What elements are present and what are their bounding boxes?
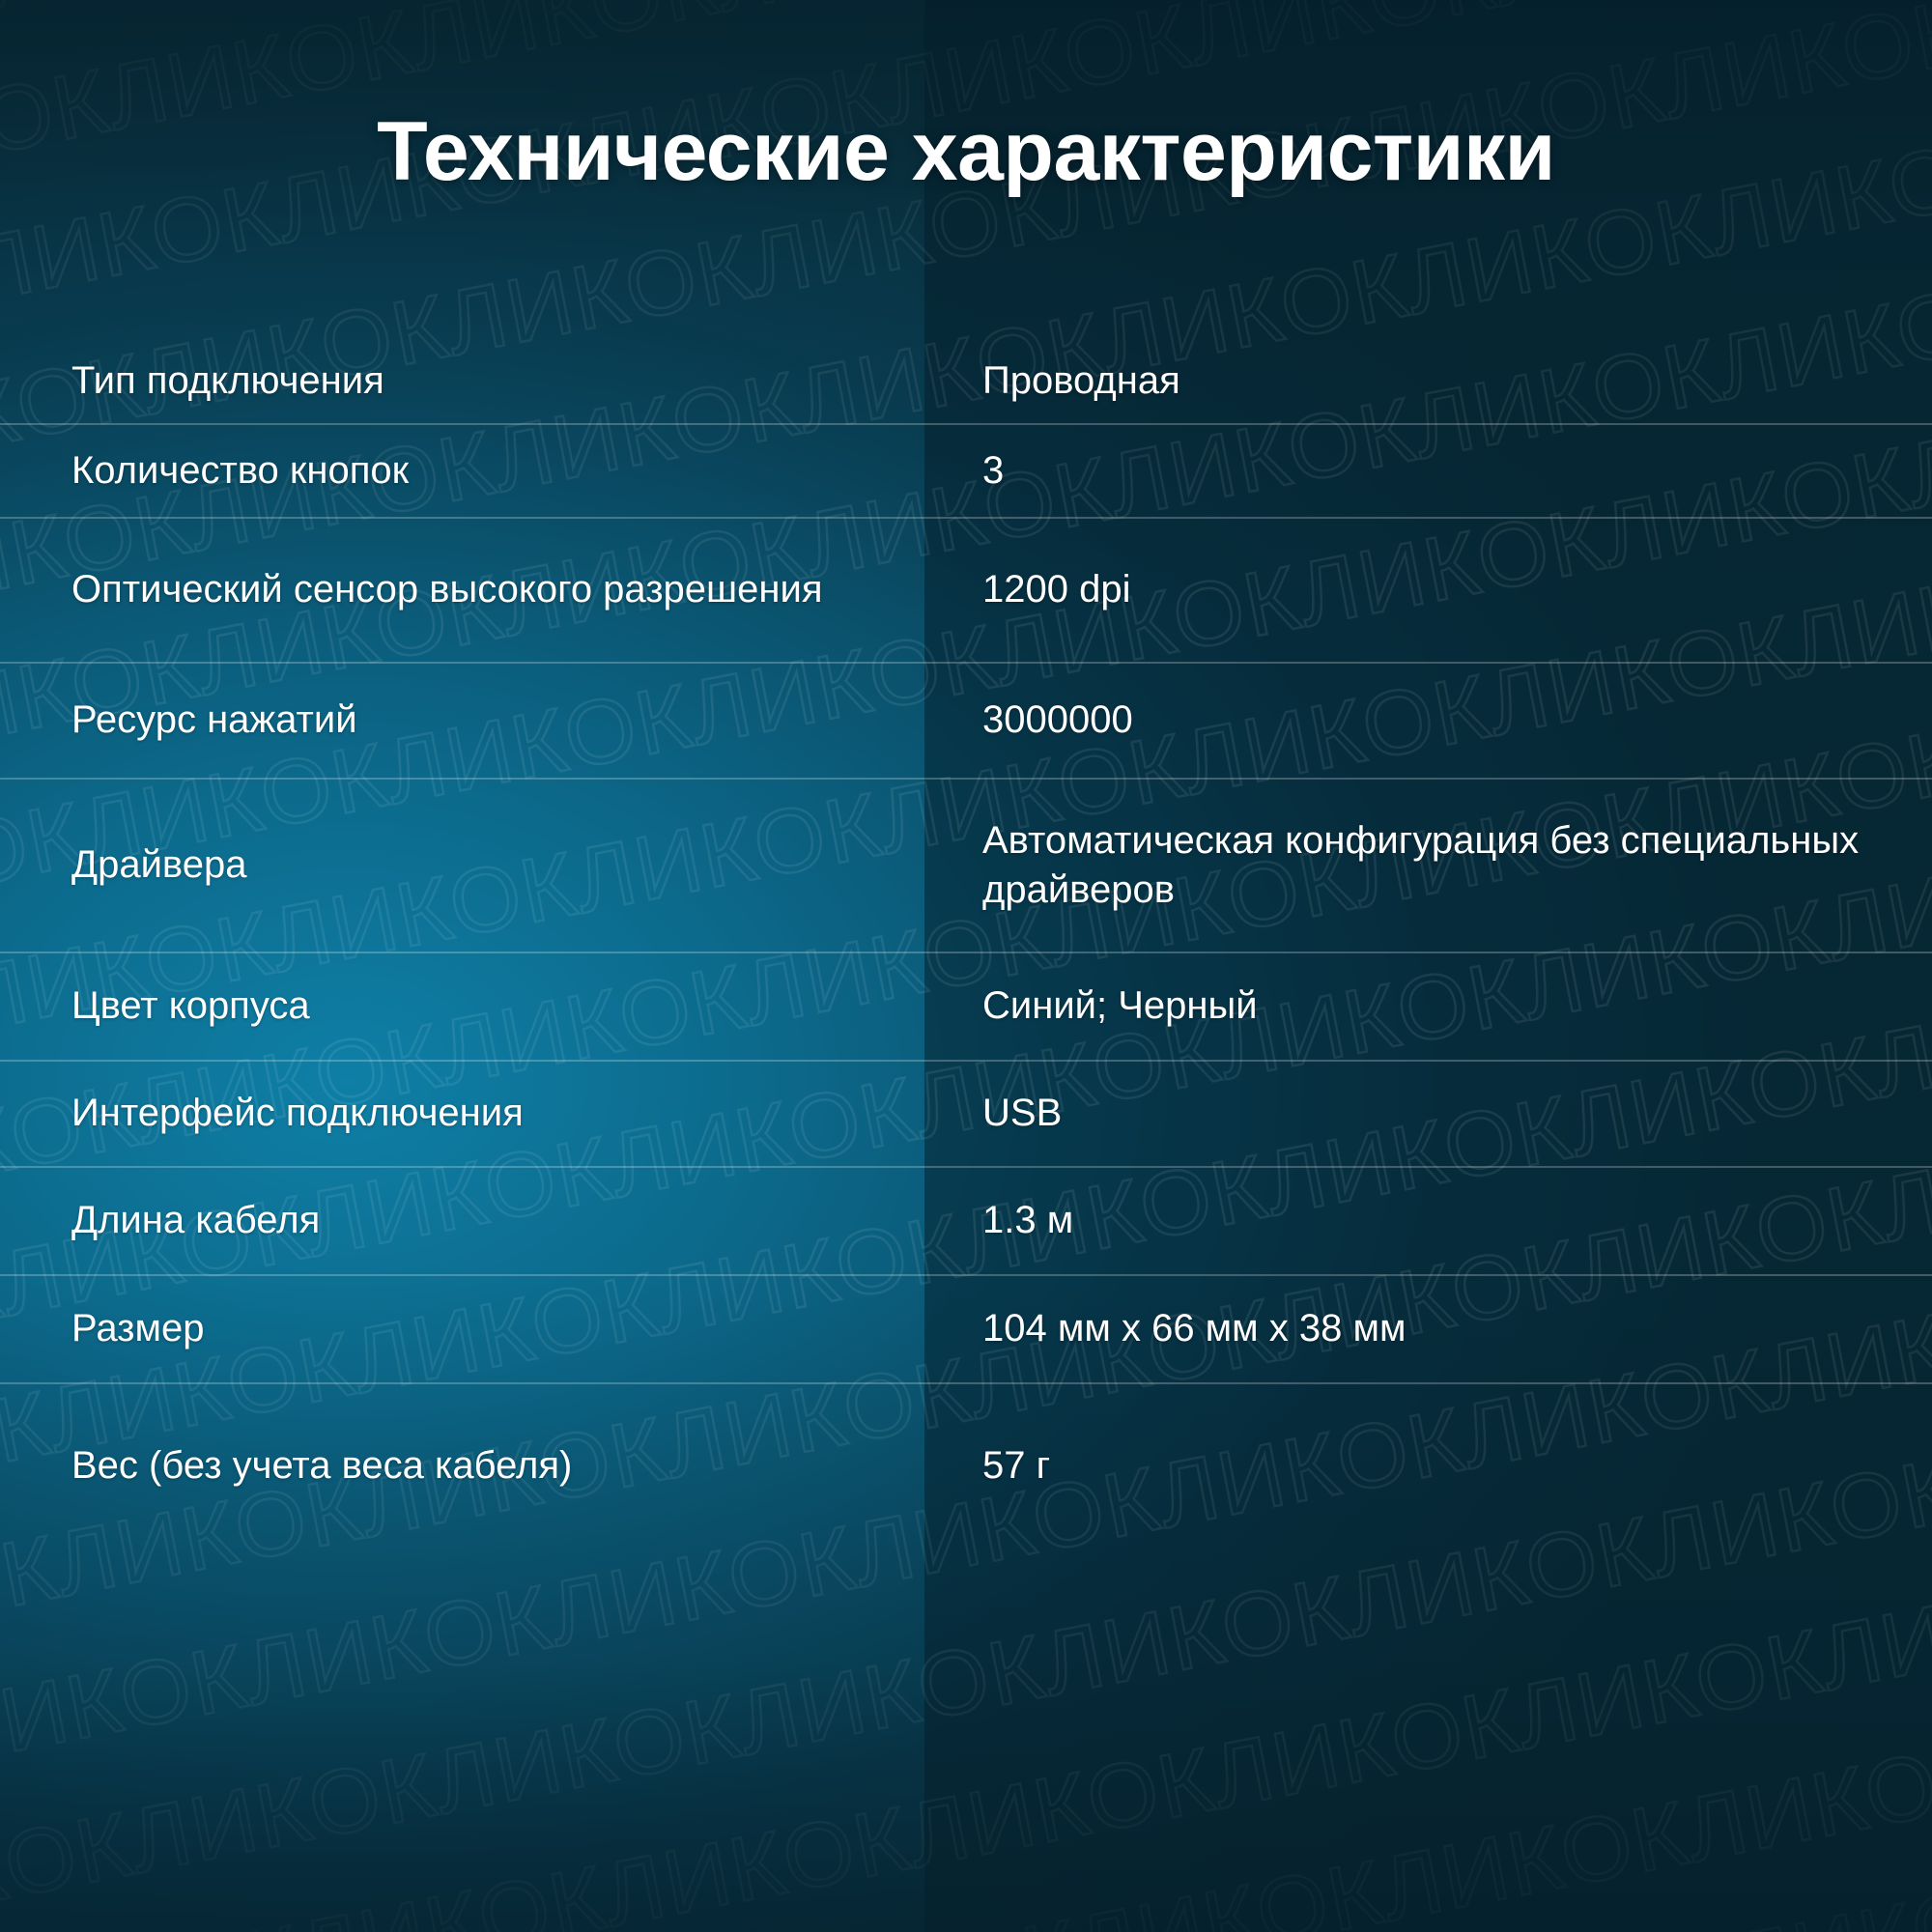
- spec-label: Цвет корпуса: [71, 984, 310, 1028]
- spec-label: Размер: [71, 1307, 205, 1350]
- table-row: Вес (без учета веса кабеля) 57 г: [0, 1382, 1932, 1548]
- table-row: Драйвера Автоматическая конфигурация без…: [0, 778, 1932, 952]
- spec-value: USB: [982, 1092, 1063, 1135]
- table-row: Оптический сенсор высокого разрешения 12…: [0, 517, 1932, 662]
- table-row: Тип подключения Проводная: [0, 340, 1932, 423]
- specifications-table: Тип подключения Проводная Количество кно…: [0, 340, 1932, 1548]
- spec-label: Тип подключения: [71, 359, 384, 403]
- spec-value: 57 г: [982, 1444, 1051, 1488]
- spec-value: 104 мм х 66 мм х 38 мм: [982, 1307, 1406, 1350]
- spec-value: Проводная: [982, 359, 1180, 403]
- spec-label: Интерфейс подключения: [71, 1092, 524, 1135]
- table-row: Цвет корпуса Синий; Черный: [0, 952, 1932, 1060]
- table-row: Длина кабеля 1.3 м: [0, 1166, 1932, 1274]
- spec-label: Ресурс нажатий: [71, 698, 357, 742]
- spec-value: 1200 dpi: [982, 568, 1131, 611]
- table-row: Интерфейс подключения USB: [0, 1060, 1932, 1166]
- table-row: Количество кнопок 3: [0, 423, 1932, 517]
- spec-label: Вес (без учета веса кабеля): [71, 1444, 573, 1488]
- spec-label: Драйвера: [71, 843, 247, 887]
- spec-value: 3: [982, 448, 1005, 492]
- spec-label: Оптический сенсор высокого разрешения: [71, 568, 823, 611]
- spec-label: Количество кнопок: [71, 448, 410, 492]
- spec-value: 3000000: [982, 698, 1133, 742]
- spec-value: 1.3 м: [982, 1199, 1074, 1242]
- spec-label: Длина кабеля: [71, 1199, 321, 1242]
- page-title: Технические характеристики: [377, 105, 1555, 198]
- table-row: Ресурс нажатий 3000000: [0, 662, 1932, 778]
- table-row: Размер 104 мм х 66 мм х 38 мм: [0, 1274, 1932, 1382]
- spec-value: Синий; Черный: [982, 984, 1258, 1028]
- spec-value: Автоматическая конфигурация без специаль…: [982, 818, 1860, 911]
